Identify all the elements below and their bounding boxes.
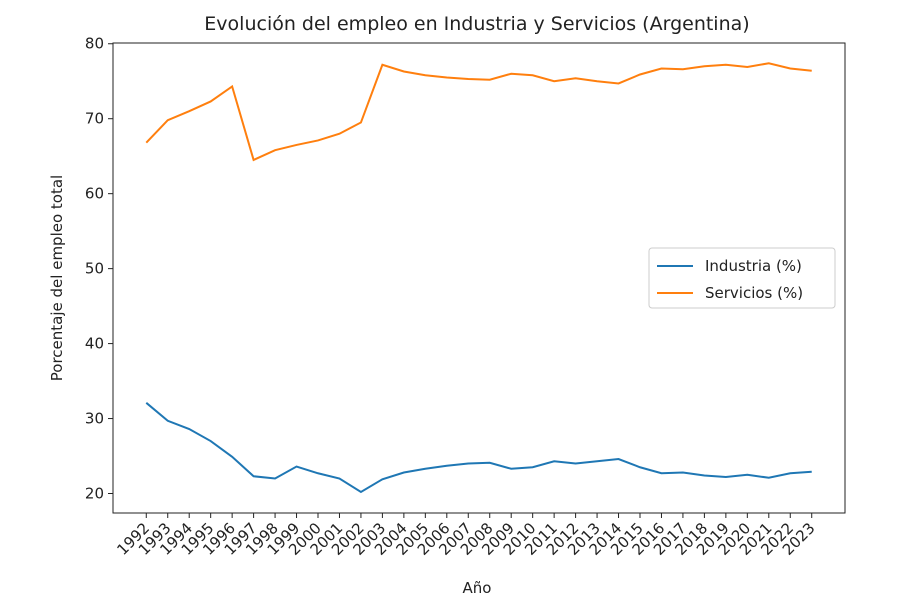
plot-frame <box>112 42 846 514</box>
chart-title: Evolución del empleo en Industria y Serv… <box>204 13 749 35</box>
y-tick-label: 70 <box>85 110 104 128</box>
legend-box <box>648 247 836 309</box>
legend-label: Servicios (%) <box>705 284 803 302</box>
y-tick-label: 50 <box>85 260 104 278</box>
data-line <box>145 402 812 494</box>
y-tick-label: 80 <box>85 35 104 53</box>
x-axis-label: Año <box>463 579 492 597</box>
y-tick-label: 60 <box>85 185 104 203</box>
y-tick-label: 40 <box>85 335 104 353</box>
y-tick-label: 30 <box>85 410 104 428</box>
legend-label: Industria (%) <box>705 257 802 275</box>
data-line <box>145 62 812 162</box>
y-axis-label: Porcentaje del empleo total <box>48 175 66 381</box>
y-tick-label: 20 <box>85 485 104 503</box>
